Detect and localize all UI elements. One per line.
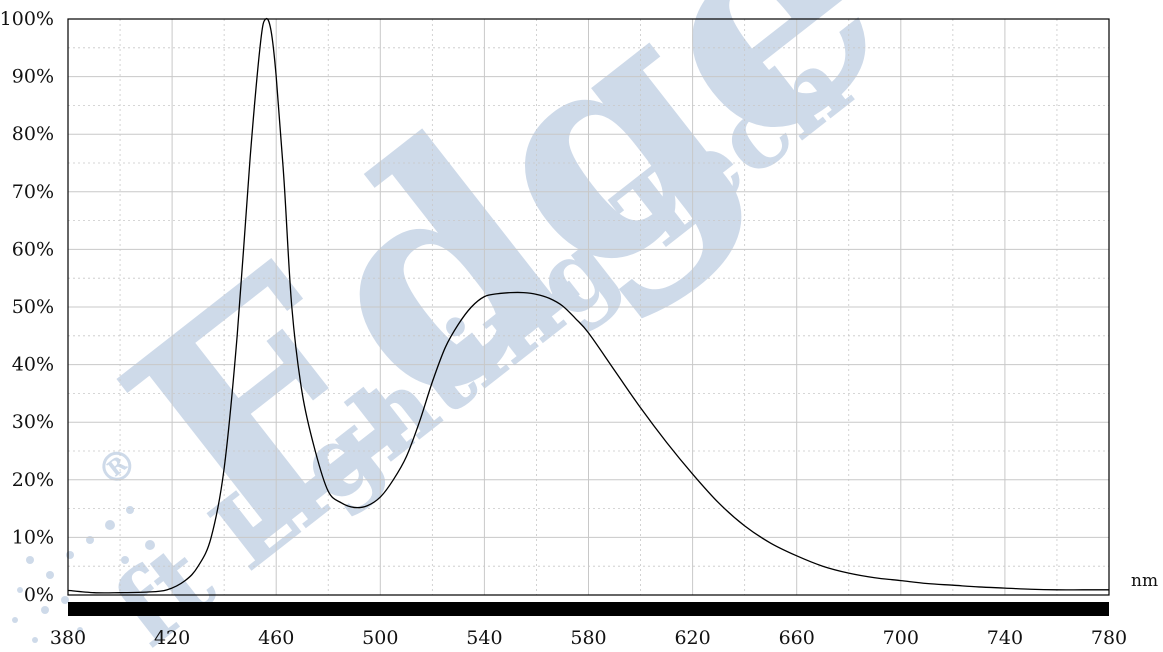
x-tick-label: 620 xyxy=(674,627,710,649)
y-tick-label: 50% xyxy=(12,296,54,318)
plot-frame xyxy=(67,18,1110,596)
grid xyxy=(67,18,1110,596)
x-tick-label: 420 xyxy=(154,627,190,649)
y-tick-label: 20% xyxy=(12,469,54,491)
y-axis-ticks: 0% 10% 20% 30% 40% 50% 60% 70% 80% 90% 100% xyxy=(0,8,54,606)
y-tick-label: 80% xyxy=(12,123,54,145)
x-tick-label: 500 xyxy=(362,627,398,649)
y-tick-label: 10% xyxy=(12,526,54,548)
x-tick-label: 540 xyxy=(466,627,502,649)
x-axis-ticks: 380 420 460 500 540 580 620 660 700 740 780 xyxy=(50,627,1127,649)
watermark-dots xyxy=(12,506,155,643)
watermark: Edge ft Lighting Tech ® xyxy=(12,0,945,652)
y-tick-label: 0% xyxy=(24,584,54,606)
watermark-mark: ® xyxy=(87,436,147,498)
x-axis-unit: nm xyxy=(1131,571,1158,591)
series-line xyxy=(67,17,1109,594)
x-tick-label: 700 xyxy=(883,627,919,649)
y-tick-label: 60% xyxy=(12,238,54,260)
y-tick-label: 100% xyxy=(0,8,54,30)
y-tick-label: 30% xyxy=(12,411,54,433)
x-tick-label: 580 xyxy=(570,627,606,649)
y-tick-label: 40% xyxy=(12,354,54,376)
y-tick-label: 90% xyxy=(12,66,54,88)
x-tick-label: 380 xyxy=(50,627,86,649)
x-tick-label: 460 xyxy=(258,627,294,649)
spectrum-bar xyxy=(68,602,1109,616)
x-tick-label: 780 xyxy=(1091,627,1127,649)
x-tick-label: 740 xyxy=(987,627,1023,649)
y-tick-label: 70% xyxy=(12,181,54,203)
x-tick-label: 660 xyxy=(779,627,815,649)
